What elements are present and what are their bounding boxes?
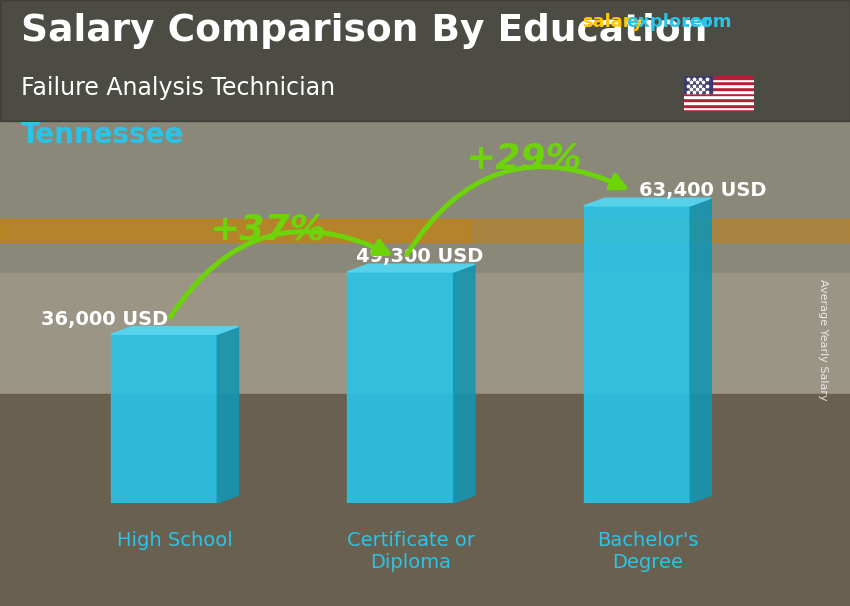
Bar [684,98,754,101]
Polygon shape [218,327,239,503]
Text: +29%: +29% [465,142,581,176]
Bar [684,101,754,104]
Bar [584,206,690,503]
Bar [0,394,850,606]
Bar [684,76,754,79]
Text: Certificate or
Diploma: Certificate or Diploma [347,531,475,572]
Text: Bachelor's
Degree: Bachelor's Degree [597,531,698,572]
Polygon shape [454,264,475,503]
Polygon shape [348,264,475,272]
Text: Salary Comparison By Education: Salary Comparison By Education [21,13,707,49]
Bar [684,87,754,90]
Bar [684,93,754,95]
Bar [684,76,712,93]
Bar [684,107,754,109]
Bar [684,79,754,81]
Text: High School: High School [116,531,233,550]
Bar [348,272,454,503]
Text: 36,000 USD: 36,000 USD [42,310,168,328]
Text: salary: salary [582,13,643,32]
Bar [0,0,850,121]
Bar [684,90,754,93]
Bar [684,84,754,87]
Bar [684,104,754,107]
Bar [684,81,754,84]
Text: Average Yearly Salary: Average Yearly Salary [818,279,828,400]
Bar [0,219,468,242]
Text: Tennessee: Tennessee [21,121,184,149]
Bar [684,109,754,112]
Text: +37%: +37% [210,213,326,247]
Text: Failure Analysis Technician: Failure Analysis Technician [21,76,336,100]
Text: 63,400 USD: 63,400 USD [639,181,767,200]
Bar [110,335,218,503]
Text: 49,300 USD: 49,300 USD [355,247,483,266]
Polygon shape [584,198,711,206]
Text: explorer: explorer [626,13,711,32]
Polygon shape [110,327,239,335]
Bar [684,95,754,98]
Bar [0,0,850,273]
Text: .com: .com [683,13,732,32]
Bar [468,219,850,242]
Bar [0,273,850,394]
Polygon shape [690,198,711,503]
